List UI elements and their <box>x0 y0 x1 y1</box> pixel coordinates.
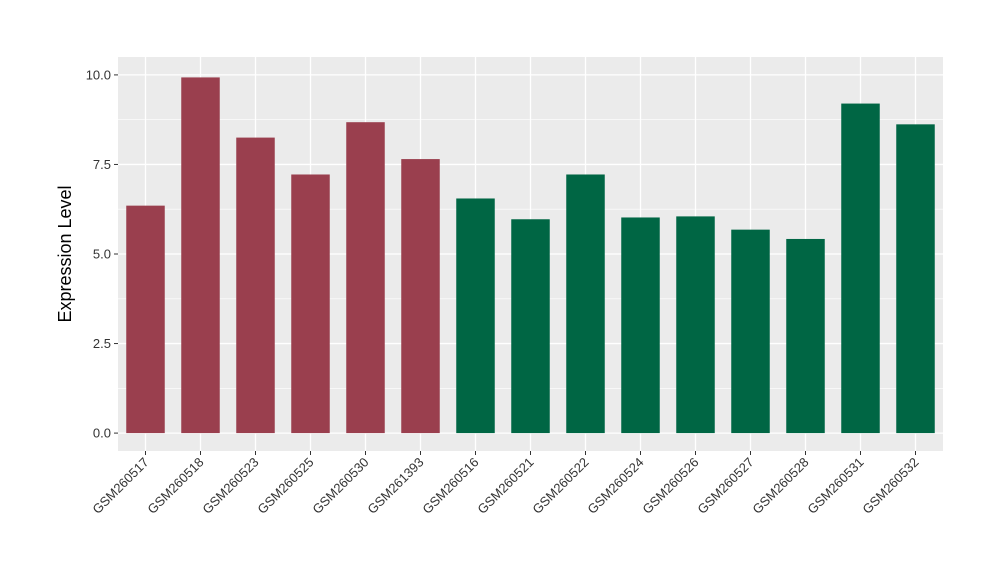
bar-gsm260532 <box>896 124 935 434</box>
y-tick-label: 2.5 <box>93 336 111 351</box>
x-tick-label: GSM260521 <box>474 455 536 517</box>
y-tick-label: 0.0 <box>93 426 111 441</box>
y-tick-label: 7.5 <box>93 157 111 172</box>
x-tick-label: GSM260517 <box>89 455 151 517</box>
x-tick-label: GSM260516 <box>419 455 481 517</box>
x-tick-label: GSM260530 <box>309 455 371 517</box>
bar-gsm260530 <box>346 122 385 434</box>
x-tick-label: GSM260525 <box>254 455 316 517</box>
x-tick-label: GSM260522 <box>529 455 591 517</box>
x-tick-label: GSM260524 <box>584 455 646 517</box>
y-axis: 0.0 2.5 5.0 7.5 10.0 <box>86 67 118 441</box>
bar-gsm261393 <box>401 159 440 434</box>
bar-gsm260522 <box>566 174 605 434</box>
bar-gsm260526 <box>676 216 715 434</box>
bar-gsm260518 <box>181 77 220 434</box>
bar-gsm260527 <box>731 229 770 434</box>
x-tick-label: GSM260532 <box>859 455 921 517</box>
bar-gsm260517 <box>126 205 165 434</box>
bar-gsm260523 <box>236 137 275 434</box>
y-tick-label: 10.0 <box>86 67 111 82</box>
x-tick-label: GSM260531 <box>804 455 866 517</box>
bar-gsm260521 <box>511 219 550 434</box>
x-tick-label: GSM260528 <box>749 455 811 517</box>
x-tick-label: GSM260518 <box>144 455 206 517</box>
bar-gsm260531 <box>841 103 880 434</box>
y-tick-label: 5.0 <box>93 247 111 262</box>
bar-gsm260524 <box>621 217 660 434</box>
x-tick-label: GSM260527 <box>694 455 756 517</box>
x-axis: GSM260517GSM260518GSM260523GSM260525GSM2… <box>89 451 922 517</box>
y-axis-title: Expression Level <box>55 185 75 322</box>
bars <box>126 77 935 434</box>
bar-gsm260528 <box>786 238 825 434</box>
x-tick-label: GSM261393 <box>364 455 426 517</box>
x-tick-label: GSM260523 <box>199 455 261 517</box>
x-tick-label: GSM260526 <box>639 455 701 517</box>
bar-gsm260525 <box>291 174 330 434</box>
bar-gsm260516 <box>456 198 495 434</box>
